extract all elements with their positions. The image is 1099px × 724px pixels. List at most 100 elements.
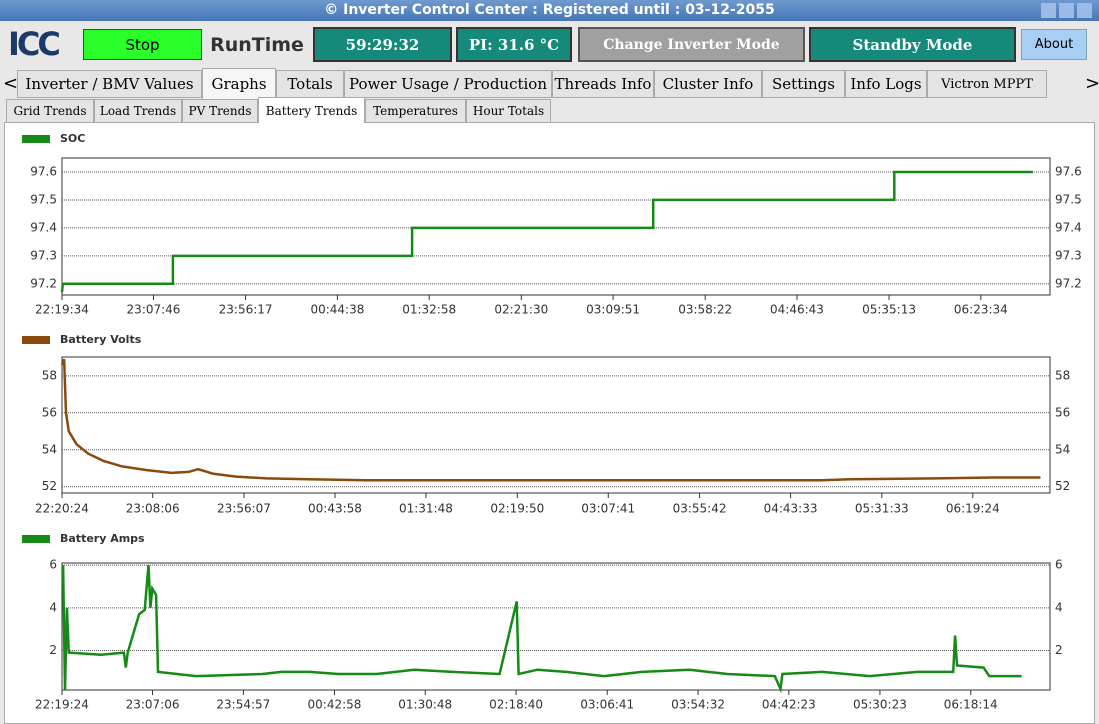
y2-tick-label: 56 (1055, 405, 1070, 419)
legend-label: Battery Volts (60, 333, 142, 346)
legend-swatch (22, 535, 50, 543)
tab[interactable]: Info Logs (845, 70, 927, 98)
maximize[interactable] (1059, 3, 1074, 18)
x-tick-label: 00:44:38 (310, 303, 364, 317)
x-tick-label: 06:19:24 (946, 502, 1000, 516)
subtab[interactable]: Hour Totals (466, 99, 551, 123)
y-tick-label: 6 (49, 558, 57, 572)
y-tick-label: 56 (42, 405, 57, 419)
x-tick-label: 23:56:07 (217, 502, 271, 516)
x-tick-label: 05:35:13 (862, 303, 916, 317)
y2-tick-label: 97.3 (1055, 248, 1082, 262)
y2-tick-label: 97.5 (1055, 192, 1082, 206)
x-tick-label: 00:42:58 (308, 698, 362, 712)
subtab[interactable]: Load Trends (94, 99, 182, 123)
y2-tick-label: 4 (1055, 600, 1063, 614)
stop-button[interactable]: Stop (83, 29, 202, 60)
close[interactable] (1077, 3, 1092, 18)
change-mode-button[interactable]: Change Inverter Mode (578, 27, 805, 62)
tab[interactable]: Totals (276, 70, 344, 98)
subtab[interactable]: Grid Trends (6, 99, 94, 123)
x-tick-label: 00:43:58 (308, 502, 362, 516)
logo: ICC (8, 25, 61, 63)
tab[interactable]: Graphs (202, 68, 276, 99)
x-tick-label: 04:42:23 (762, 698, 816, 712)
pi-temperature: PI: 31.6 °C (456, 27, 572, 62)
x-tick-label: 03:54:32 (671, 698, 725, 712)
x-tick-label: 23:07:06 (126, 698, 180, 712)
legend-label: SOC (60, 132, 85, 145)
legend-swatch (22, 336, 50, 344)
y2-tick-label: 97.4 (1055, 220, 1082, 234)
runtime-label: RunTime (210, 33, 304, 56)
x-tick-label: 23:54:57 (216, 698, 270, 712)
plot-frame (61, 356, 1051, 494)
y-tick-label: 97.2 (30, 276, 57, 290)
y2-tick-label: 6 (1055, 558, 1063, 572)
tab[interactable]: Threads Info (552, 70, 654, 98)
window-title: © Inverter Control Center : Registered u… (0, 0, 1099, 21)
x-tick-label: 23:56:17 (219, 303, 273, 317)
x-tick-label: 01:32:58 (402, 303, 456, 317)
x-tick-label: 06:23:34 (954, 303, 1008, 317)
legend-swatch (22, 135, 50, 143)
charts: 97.2 97.2 97.3 97.3 97.4 97.4 97.5 97.5 97.6 97.6… (22, 132, 1082, 712)
x-tick-label: 22:19:34 (35, 303, 89, 317)
x-tick-label: 05:31:33 (855, 502, 909, 516)
x-tick-label: 23:07:46 (127, 303, 181, 317)
about-button[interactable]: About (1021, 29, 1087, 60)
tab-scroll-right[interactable]: > (1085, 73, 1099, 94)
subtab[interactable]: PV Trends (182, 99, 258, 123)
y-tick-label: 97.3 (30, 248, 57, 262)
x-tick-label: 05:30:23 (853, 698, 907, 712)
y-tick-label: 4 (49, 600, 57, 614)
y-tick-label: 97.6 (30, 164, 57, 178)
runtime: 59:29:32 (313, 27, 452, 62)
x-tick-label: 03:58:22 (678, 303, 732, 317)
plot-frame (61, 157, 1051, 296)
x-tick-label: 02:19:50 (490, 502, 544, 516)
x-tick-label: 06:18:14 (944, 698, 998, 712)
x-tick-label: 22:19:24 (35, 698, 89, 712)
mode: Standby Mode (809, 27, 1016, 62)
x-tick-label: 23:08:06 (126, 502, 180, 516)
tab[interactable]: Power Usage / Production (344, 70, 552, 98)
chart-panel (4, 122, 1095, 724)
subtab[interactable]: Temperatures (365, 99, 466, 123)
y-tick-label: 54 (42, 442, 57, 456)
x-tick-label: 03:06:41 (580, 698, 634, 712)
y2-tick-label: 58 (1055, 368, 1070, 382)
x-tick-label: 03:07:41 (581, 502, 635, 516)
window-controls (1041, 3, 1093, 18)
tab-scroll-left[interactable]: < (3, 73, 19, 94)
x-tick-label: 22:20:24 (35, 502, 89, 516)
y-tick-label: 2 (49, 643, 57, 657)
series-line (61, 564, 1022, 694)
subtab[interactable]: Battery Trends (258, 97, 365, 123)
plot-frame (61, 562, 1051, 691)
y2-tick-label: 54 (1055, 442, 1070, 456)
y2-tick-label: 97.2 (1055, 276, 1082, 290)
tab[interactable]: Settings (762, 70, 845, 98)
y2-tick-label: 2 (1055, 643, 1063, 657)
x-tick-label: 04:43:33 (764, 502, 818, 516)
x-tick-label: 03:09:51 (586, 303, 640, 317)
y-tick-label: 52 (42, 479, 57, 493)
tab[interactable]: Victron MPPT (927, 70, 1047, 98)
series-line (60, 170, 1033, 293)
y2-tick-label: 97.6 (1055, 164, 1082, 178)
tab[interactable]: Cluster Info (654, 70, 762, 98)
minimize[interactable] (1041, 3, 1056, 18)
y-tick-label: 97.4 (30, 220, 57, 234)
series-line (60, 358, 1041, 482)
x-tick-label: 01:30:48 (398, 698, 452, 712)
x-tick-label: 03:55:42 (673, 502, 727, 516)
legend-label: Battery Amps (60, 532, 145, 545)
x-tick-label: 04:46:43 (770, 303, 824, 317)
y2-tick-label: 52 (1055, 479, 1070, 493)
x-tick-label: 01:31:48 (399, 502, 453, 516)
tab[interactable]: Inverter / BMV Values (17, 70, 202, 98)
y-tick-label: 97.5 (30, 192, 57, 206)
